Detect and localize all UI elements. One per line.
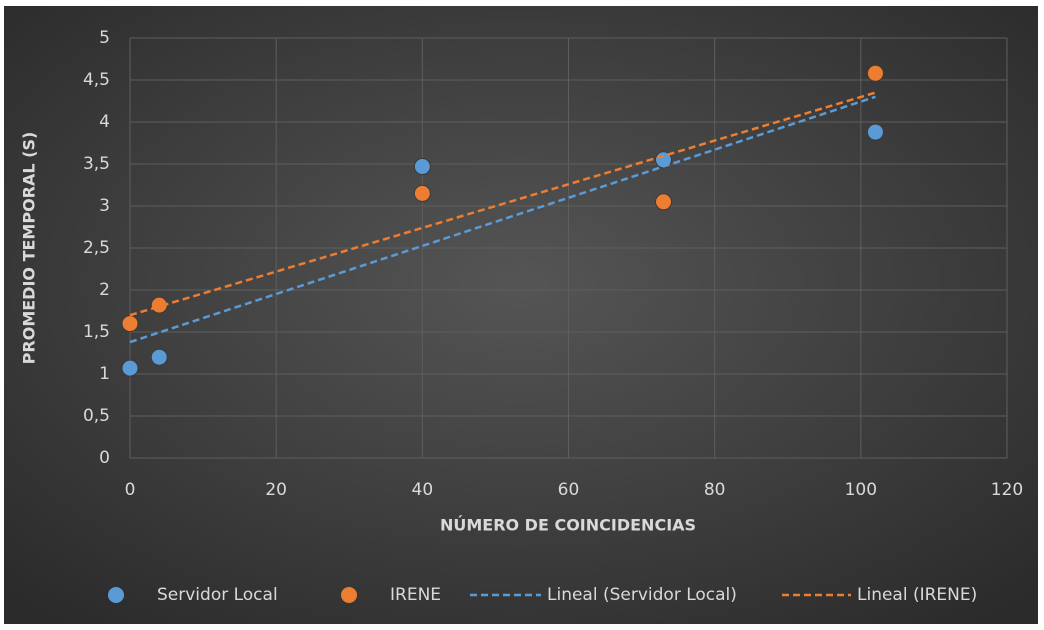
x-tick-label: 120 bbox=[991, 480, 1023, 500]
y-tick-label: 4,5 bbox=[83, 70, 110, 90]
legend-label: Lineal (IRENE) bbox=[857, 585, 977, 605]
y-tick-label: 1 bbox=[99, 364, 110, 384]
legend-label: IRENE bbox=[390, 585, 441, 605]
legend-label: Servidor Local bbox=[157, 585, 278, 605]
x-tick-label: 40 bbox=[412, 480, 434, 500]
y-tick-label: 2 bbox=[99, 280, 110, 300]
y-tick-label: 1,5 bbox=[83, 322, 110, 342]
y-tick-label: 4 bbox=[99, 112, 110, 132]
x-tick-label: 60 bbox=[558, 480, 580, 500]
scatter-point bbox=[655, 193, 673, 211]
y-tick-label: 3,5 bbox=[83, 154, 110, 174]
trend-line bbox=[129, 91, 876, 317]
y-tick-label: 0 bbox=[99, 448, 110, 468]
x-tick-label: 80 bbox=[704, 480, 726, 500]
scatter-point bbox=[866, 123, 884, 141]
y-tick-label: 5 bbox=[99, 28, 110, 48]
scatter-point bbox=[121, 359, 139, 377]
y-tick-label: 2,5 bbox=[83, 238, 110, 258]
legend-swatch bbox=[341, 587, 357, 603]
scatter-point bbox=[413, 184, 431, 202]
trend-line bbox=[129, 95, 876, 344]
legend-swatch bbox=[108, 587, 124, 603]
legend-label: Lineal (Servidor Local) bbox=[547, 585, 737, 605]
y-tick-label: 0,5 bbox=[83, 406, 110, 426]
scatter-point bbox=[121, 315, 139, 333]
x-tick-label: 0 bbox=[125, 480, 136, 500]
scatter-point bbox=[866, 64, 884, 82]
y-tick-label: 3 bbox=[99, 196, 110, 216]
x-axis-title: NÚMERO DE COINCIDENCIAS bbox=[440, 516, 696, 535]
x-tick-label: 100 bbox=[845, 480, 877, 500]
scatter-point bbox=[150, 348, 168, 366]
y-axis-title: PROMEDIO TEMPORAL (S) bbox=[20, 132, 39, 365]
chart-background bbox=[4, 6, 1038, 624]
scatter-point bbox=[413, 158, 431, 176]
x-tick-label: 20 bbox=[265, 480, 287, 500]
